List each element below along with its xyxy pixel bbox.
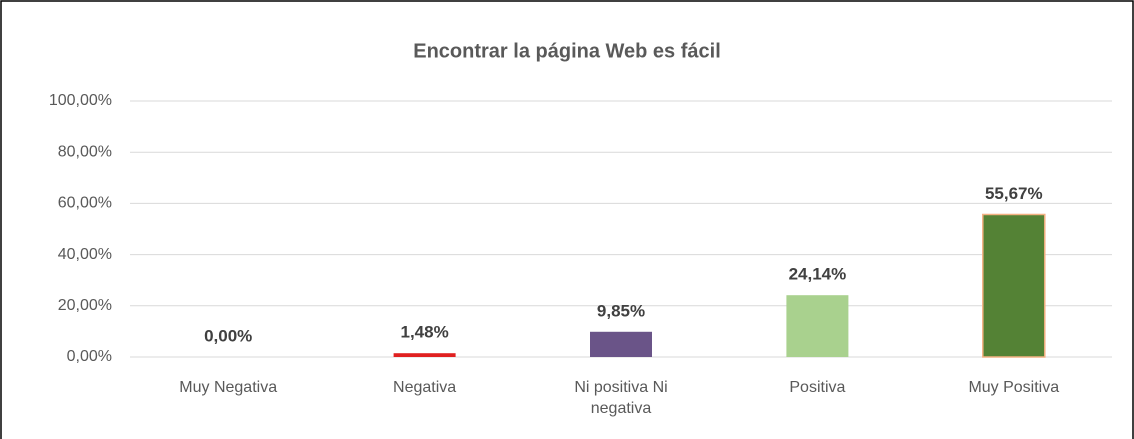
y-tick-label: 20,00%	[58, 297, 112, 314]
y-tick-label: 100,00%	[49, 92, 112, 109]
x-tick-label: Muy Positiva	[968, 379, 1060, 396]
x-tick-label: Positiva	[789, 379, 846, 396]
value-label: 24,14%	[789, 265, 847, 284]
value-label: 0,00%	[204, 326, 252, 345]
bar	[982, 213, 1046, 358]
value-label: 55,67%	[985, 184, 1043, 203]
y-tick-label: 80,00%	[58, 143, 112, 160]
y-tick-label: 0,00%	[67, 348, 112, 365]
x-tick-label: Negativa	[393, 379, 457, 396]
x-tick-label: Muy Negativa	[179, 379, 278, 396]
bar	[590, 331, 652, 357]
bar	[393, 353, 456, 357]
chart-title: Encontrar la página Web es fácil	[413, 40, 721, 62]
x-tick-label: Ni positiva Ni negativa	[574, 379, 668, 417]
value-label: 1,48%	[400, 323, 448, 342]
bar	[786, 295, 849, 357]
y-tick-label: 40,00%	[58, 246, 112, 263]
value-label: 9,85%	[597, 301, 645, 320]
y-tick-label: 60,00%	[58, 195, 112, 212]
